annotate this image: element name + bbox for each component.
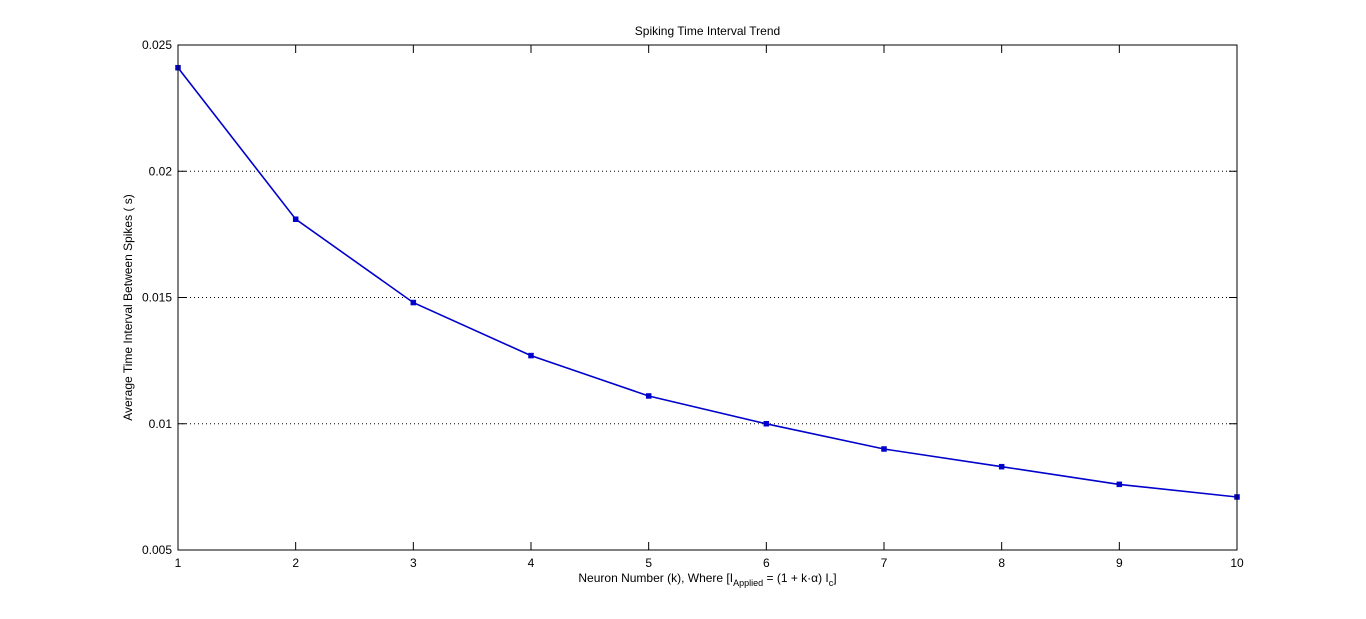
data-point [292,216,299,222]
x-tick-label: 9 [1116,556,1123,570]
x-axis-label-prefix: Neuron Number (k), Where [I [578,571,733,585]
chart-title: Spiking Time Interval Trend [635,24,780,38]
x-tick-label: 6 [763,556,770,570]
y-tick-label: 0.015 [142,291,172,305]
gridlines [178,170,1237,425]
y-tick-label: 0.025 [142,38,172,52]
x-axis-label-sub-c: c [829,578,834,588]
axis-ticks: 1 2 3 4 5 6 7 8 9 10 0.005 0.01 0.015 0.02 0.025 [142,38,1244,570]
x-tick-label: 2 [292,556,299,570]
y-tick-label: 0.02 [149,164,173,178]
x-tick-label: 3 [410,556,417,570]
data-point [763,421,770,427]
x-tick-label: 7 [881,556,888,570]
x-tick-label: 8 [998,556,1005,570]
x-axis-label-middle: = (1 + k·α) I [763,571,829,585]
x-tick-label: 10 [1230,556,1244,570]
series-line [177,67,1238,498]
data-point [998,463,1005,470]
x-tick-label: 4 [528,556,535,570]
y-axis-label: Average Time Interval Between Spikes ( s… [121,194,135,421]
x-tick-label: 1 [175,556,182,570]
x-axis-label-sub-applied: Applied [733,578,763,588]
x-tick-label: 5 [645,556,652,570]
data-point [881,446,887,452]
x-axis-label: Neuron Number (k), Where [IApplied = (1 … [578,571,836,588]
data-point [410,299,417,306]
data-point [1116,481,1123,488]
data-point [528,352,534,359]
x-axis-label-suffix: ] [833,571,836,585]
y-tick-label: 0.005 [142,543,172,557]
y-tick-label: 0.01 [149,417,173,431]
data-point [645,393,652,399]
